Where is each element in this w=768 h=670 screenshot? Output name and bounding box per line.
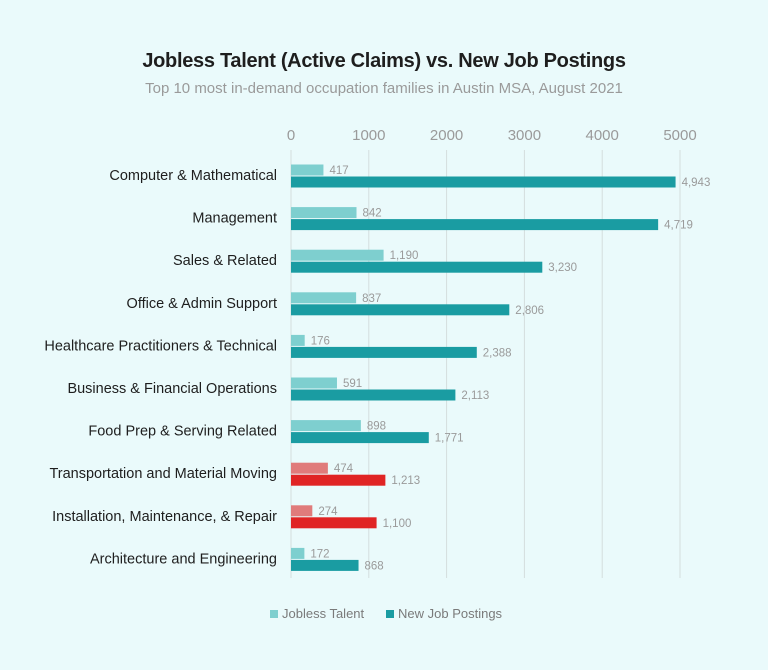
new-job-postings-bar [291,346,477,358]
x-tick-label: 1000 [352,127,385,144]
jobless-talent-value-label: 837 [362,293,381,305]
jobless-talent-value-label: 274 [318,506,338,518]
jobless-talent-bar [291,462,328,474]
jobless-talent-bar [291,292,357,304]
category-label: Office & Admin Support [127,296,277,312]
new-job-postings-bar [291,389,456,401]
jobless-talent-bar [291,249,384,261]
category-label: Food Prep & Serving Related [88,424,277,440]
new-job-postings-bar [291,304,510,316]
new-job-postings-bar [291,559,359,571]
category-label: Installation, Maintenance, & Repair [52,509,277,525]
jobless-talent-value-label: 591 [343,378,362,390]
legend-swatch-jobless-talent [270,610,278,618]
category-label: Management [192,211,277,227]
jobless-talent-value-label: 172 [310,548,329,560]
new-job-postings-value-label: 2,113 [461,390,489,402]
new-job-postings-value-label: 3,230 [548,262,577,274]
jobless-talent-value-label: 1,190 [390,250,419,262]
jobless-talent-value-label: 898 [367,421,386,433]
new-job-postings-value-label: 868 [365,560,384,572]
chart-title: Jobless Talent (Active Claims) vs. New J… [142,50,626,72]
category-label: Computer & Mathematical [109,168,277,184]
new-job-postings-value-label: 2,806 [515,305,544,317]
jobless-talent-bar [291,377,337,389]
category-label: Healthcare Practitioners & Technical [44,338,277,354]
legend-label-jobless-talent: Jobless Talent [282,606,365,621]
jobless-talent-value-label: 176 [311,335,330,347]
new-job-postings-bar [291,219,659,231]
jobless-talent-bar [291,334,305,346]
category-label: Business & Financial Operations [67,381,277,397]
new-job-postings-bar [291,432,429,444]
x-tick-label: 2000 [430,127,463,144]
new-job-postings-bar [291,474,386,486]
new-job-postings-value-label: 1,100 [383,518,412,530]
new-job-postings-value-label: 4,719 [664,220,693,232]
new-job-postings-value-label: 1,213 [391,475,420,487]
legend-label-new-job-postings: New Job Postings [398,606,503,621]
chart-subtitle: Top 10 most in-demand occupation familie… [145,80,623,97]
new-job-postings-value-label: 1,771 [435,433,464,445]
jobless-talent-value-label: 842 [363,208,382,220]
category-label: Transportation and Material Moving [49,466,277,482]
new-job-postings-bar [291,176,676,188]
jobless-talent-value-label: 417 [329,165,348,177]
new-job-postings-value-label: 4,943 [682,177,711,189]
x-tick-label: 0 [287,127,295,144]
new-job-postings-bar [291,261,543,273]
x-tick-label: 3000 [508,127,541,144]
legend-swatch-new-job-postings [386,610,394,618]
jobless-talent-bar [291,420,361,432]
category-label: Sales & Related [173,253,277,269]
x-tick-label: 4000 [586,127,619,144]
jobless-talent-bar [291,207,357,219]
jobless-talent-bar [291,547,305,559]
category-label: Architecture and Engineering [90,551,277,567]
jobless-talent-bar [291,505,313,517]
jobless-talent-bar [291,164,324,176]
new-job-postings-value-label: 2,388 [483,347,512,359]
jobless-talent-value-label: 474 [334,463,354,475]
new-job-postings-bar [291,517,377,529]
x-tick-label: 5000 [663,127,696,144]
